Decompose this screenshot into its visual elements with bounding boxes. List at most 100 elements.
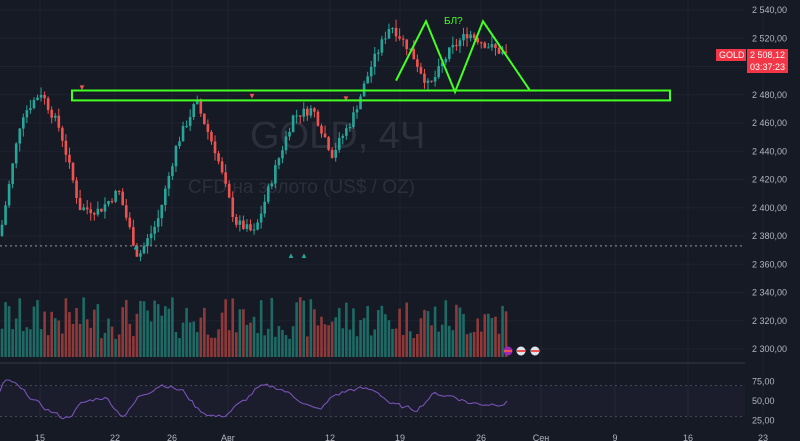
candle-body <box>192 104 195 118</box>
volume-bar <box>444 300 448 357</box>
volume-bar <box>266 328 270 357</box>
candle-body <box>444 58 448 63</box>
volume-bar <box>309 299 313 357</box>
volume-bar <box>171 297 174 357</box>
candle-body <box>210 131 213 142</box>
volume-bar <box>224 299 227 357</box>
candle-body <box>213 141 217 154</box>
price-axis-tick: 2 460,00 <box>752 118 787 128</box>
candle-body <box>64 140 68 155</box>
volume-bar <box>231 298 235 357</box>
candle-body <box>458 40 462 47</box>
candle-body <box>476 37 479 43</box>
volume-bar <box>121 307 124 357</box>
volume-bar <box>504 311 508 357</box>
volume-bar <box>323 324 327 357</box>
candle-body <box>295 115 298 117</box>
time-axis-tick: 16 <box>683 433 693 441</box>
candle-body <box>465 34 469 39</box>
time-axis-tick: 22 <box>110 433 120 441</box>
volume-bar <box>259 300 263 357</box>
candle-body <box>277 158 281 166</box>
volume-bar <box>313 309 316 357</box>
price-axis-tick: 2 480,00 <box>752 90 787 100</box>
volume-bar <box>494 316 497 357</box>
candle-body <box>479 42 483 44</box>
double-top-pattern <box>395 18 531 95</box>
candle-body <box>487 47 490 49</box>
volume-bar <box>29 329 32 357</box>
candle-body <box>146 238 149 246</box>
candle-body <box>337 137 341 150</box>
volume-bar <box>25 327 29 357</box>
candle-body <box>167 175 171 189</box>
watermark-name: CFD на золото (US$ / OZ) <box>188 177 415 198</box>
candle-body <box>100 208 103 212</box>
volume-bar <box>114 338 117 357</box>
time-axis-tick: 15 <box>35 433 45 441</box>
volume-bar <box>384 314 387 357</box>
volume-bar <box>245 324 249 357</box>
candle-body <box>50 109 53 118</box>
volume-bar <box>465 334 469 357</box>
candle-body <box>281 150 284 159</box>
volume-bar <box>334 317 337 357</box>
volume-bar <box>369 335 373 357</box>
candle-body <box>224 172 227 184</box>
candle-body <box>270 183 274 187</box>
drawings[interactable] <box>0 18 745 247</box>
volume-bar <box>18 298 22 357</box>
candle-body <box>132 227 135 246</box>
volume-bar <box>394 328 398 357</box>
candle-body <box>437 66 440 78</box>
rsi-axis-tick: 75,00 <box>752 377 775 387</box>
volume-bar <box>156 304 160 357</box>
time-axis-tick: 26 <box>167 433 177 441</box>
volume-bar <box>53 318 57 357</box>
price-axis-tick: 2 400,00 <box>752 203 787 213</box>
volume-bar <box>100 338 103 357</box>
candle-body <box>164 188 167 206</box>
volume-bar <box>32 306 36 357</box>
buy-signal-mark: ▲ <box>287 251 295 260</box>
candle-body <box>334 149 337 158</box>
time-axis-tick: Сен <box>533 433 550 441</box>
candle-body <box>352 112 355 128</box>
volume-bar <box>430 325 433 357</box>
candle-body <box>330 149 334 158</box>
candle-body <box>178 141 181 147</box>
candle-body <box>298 115 302 117</box>
volume-bar <box>71 323 75 357</box>
candle-body <box>373 53 377 67</box>
price-axis-tick: 2 540,00 <box>752 5 787 15</box>
volume-bar <box>352 308 355 357</box>
candle-body <box>266 186 270 202</box>
pattern-annotation[interactable]: БЛ? <box>444 16 463 27</box>
volume-bar <box>132 336 135 357</box>
candle-body <box>149 233 153 239</box>
time-axis[interactable]: 15 22 26 Авг 12 19 26 Сен 9 16 23 <box>35 433 768 441</box>
volume-bar <box>366 305 369 357</box>
buy-signal-mark: ▲ <box>132 243 140 252</box>
volume-bar <box>0 328 4 357</box>
volume-bar <box>412 338 416 357</box>
candle-body <box>231 197 235 218</box>
candle-body <box>0 224 4 236</box>
candle-body <box>405 39 408 50</box>
candle-body <box>462 34 465 41</box>
volume-bar <box>302 300 306 357</box>
candle-body <box>46 98 50 110</box>
volume-bar <box>462 314 465 357</box>
candle-body <box>25 110 29 118</box>
volume-bar <box>78 323 82 357</box>
volume-bar <box>416 333 419 357</box>
candle-body <box>320 125 323 134</box>
time-axis-tick: 23 <box>758 433 768 441</box>
volume-bar <box>405 302 408 357</box>
sell-signal-mark: ▼ <box>342 94 350 103</box>
volume-bar <box>377 309 380 357</box>
resistance-zone <box>71 89 671 102</box>
candle-body <box>96 208 100 215</box>
